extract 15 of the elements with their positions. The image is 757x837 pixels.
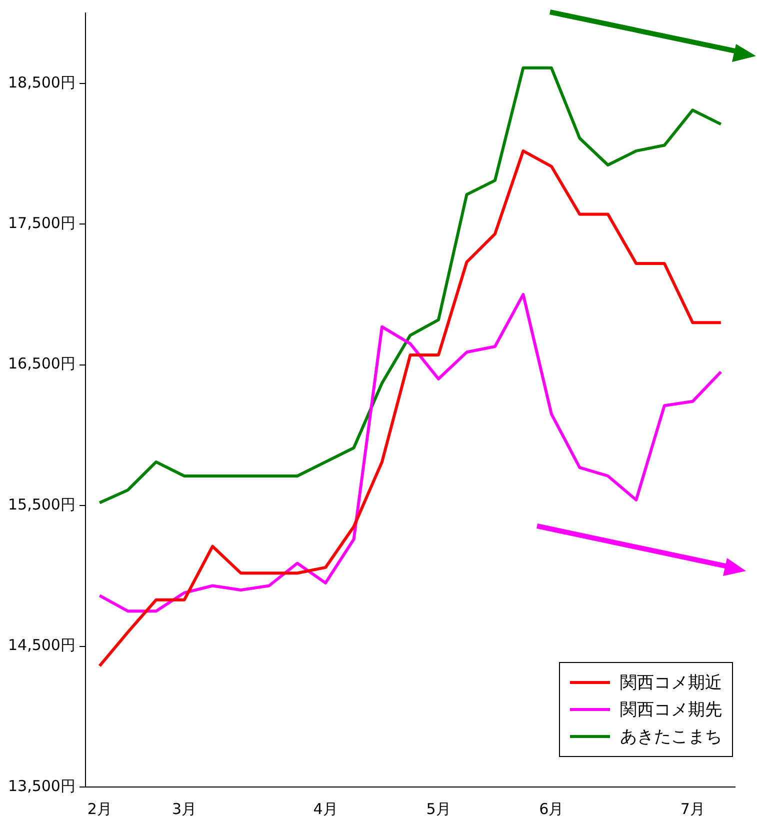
legend-label: あきたこまち xyxy=(620,726,722,748)
x-tick-label: 5月 xyxy=(426,800,451,818)
x-tick-label: 7月 xyxy=(680,800,705,818)
y-tick-label: 15,500円 xyxy=(8,495,76,514)
x-tick-label: 6月 xyxy=(539,800,564,818)
x-tick-label: 2月 xyxy=(87,800,112,818)
x-tick-label: 3月 xyxy=(172,800,197,818)
legend-label: 関西コメ期近 xyxy=(620,672,722,694)
legend-label: 関西コメ期先 xyxy=(620,699,722,721)
y-tick-label: 18,500円 xyxy=(8,73,76,92)
y-tick-label: 13,500円 xyxy=(8,776,76,795)
y-tick-label: 14,500円 xyxy=(8,636,76,654)
x-tick-label: 4月 xyxy=(313,800,338,818)
y-tick-label: 16,500円 xyxy=(8,354,76,373)
y-tick-label: 17,500円 xyxy=(8,214,76,232)
